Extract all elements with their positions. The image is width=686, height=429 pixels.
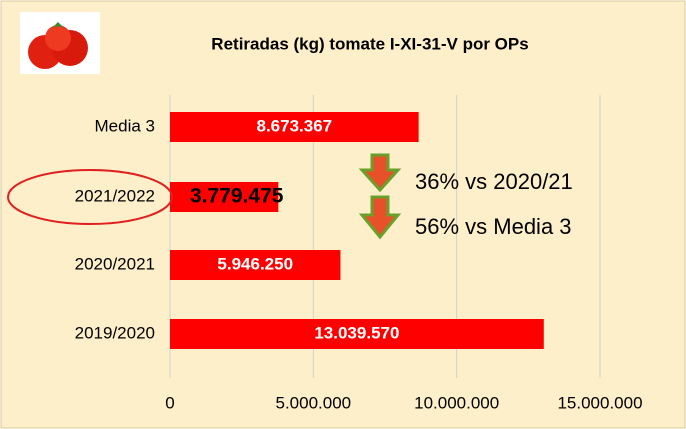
annotation: 36% vs 2020/21 bbox=[415, 169, 573, 194]
x-tick-label: 15.000.000 bbox=[557, 393, 642, 412]
chart: Retiradas (kg) tomate I-XI-31-V por OPs … bbox=[0, 0, 686, 429]
value-label: 3.779.475 bbox=[190, 185, 284, 208]
x-tick-label: 10.000.000 bbox=[414, 393, 499, 412]
y-tick-label: 2021/2022 bbox=[75, 186, 155, 205]
value-label: 13.039.570 bbox=[314, 323, 399, 342]
value-label: 8.673.367 bbox=[256, 116, 332, 135]
y-tick-label: 2020/2021 bbox=[75, 254, 155, 273]
value-label: 5.946.250 bbox=[217, 254, 293, 273]
x-tick-label: 0 bbox=[165, 393, 174, 412]
y-tick-label: 2019/2020 bbox=[75, 323, 155, 342]
chart-title: Retiradas (kg) tomate I-XI-31-V por OPs bbox=[211, 34, 528, 53]
y-tick-label: Media 3 bbox=[95, 116, 155, 135]
x-tick-label: 5.000.000 bbox=[276, 393, 352, 412]
annotation: 56% vs Media 3 bbox=[415, 214, 572, 239]
background bbox=[1, 1, 685, 428]
tomato-icon bbox=[20, 12, 100, 74]
